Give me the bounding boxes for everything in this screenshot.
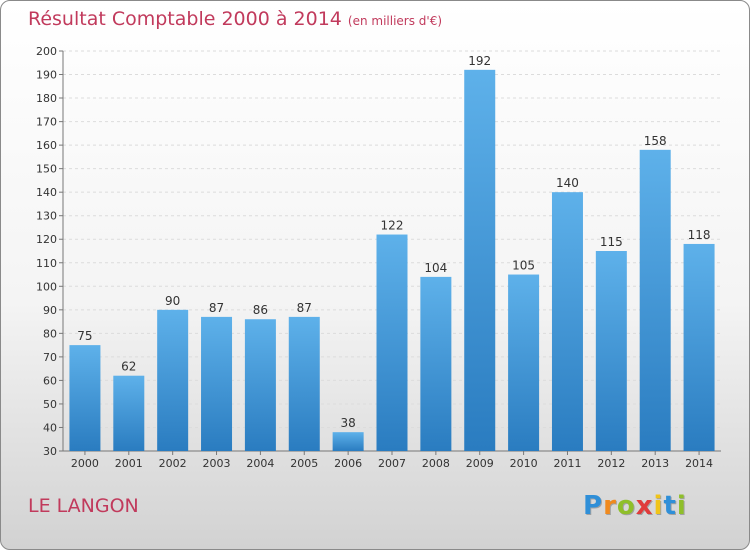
x-tick-label-2003: 2003 [203,457,231,470]
y-tick-label: 50 [43,398,57,411]
logo-letter: i [676,491,687,521]
value-label-2006: 38 [340,416,355,430]
x-tick-label-2012: 2012 [597,457,625,470]
y-tick-label: 90 [43,304,57,317]
value-label-2008: 104 [424,261,447,275]
value-label-2004: 86 [253,303,268,317]
commune-name: LE LANGON [28,495,139,517]
x-tick-label-2013: 2013 [641,457,669,470]
y-tick-label: 120 [36,233,57,246]
chart-subtitle: (en milliers d'€) [347,14,443,28]
bar-2004 [244,319,276,451]
x-tick-label-2005: 2005 [290,457,318,470]
x-tick-label-2011: 2011 [553,457,581,470]
y-tick-label: 150 [36,163,57,176]
bar-2008 [420,276,452,451]
bar-2010 [508,274,540,451]
y-tick-label: 180 [36,92,57,105]
value-label-2000: 75 [77,329,92,343]
y-tick-label: 110 [36,257,57,270]
x-tick-label-2001: 2001 [115,457,143,470]
chart-title-text: Résultat Comptable 2000 à 2014 [28,8,342,30]
logo-letter: r [603,491,617,521]
chart-title: Résultat Comptable 2000 à 2014 (en millie… [28,8,442,30]
y-tick-label: 70 [43,351,57,364]
value-label-2002: 90 [165,294,180,308]
x-tick-label-2014: 2014 [685,457,713,470]
bar-2013 [639,149,671,451]
y-tick-label: 140 [36,186,57,199]
bar-2012 [595,251,627,451]
logo-letter: P [583,491,604,521]
y-tick-label: 40 [43,421,57,434]
y-tick-label: 190 [36,69,57,82]
y-tick-label: 200 [36,45,57,58]
y-tick-label: 100 [36,280,57,293]
bar-2000 [69,345,101,451]
bar-2001 [113,375,145,451]
value-label-2011: 140 [556,176,579,190]
y-tick-label: 160 [36,139,57,152]
y-tick-label: 30 [43,445,57,458]
value-label-2005: 87 [297,301,312,315]
logo-letter: i [653,491,664,521]
bar-2011 [551,192,583,452]
value-label-2007: 122 [381,219,404,233]
y-tick-label: 80 [43,327,57,340]
logo-letter: t [663,491,677,521]
value-label-2001: 62 [121,360,136,374]
y-tick-label: 170 [36,116,57,129]
x-tick-label-2008: 2008 [422,457,450,470]
x-tick-label-2002: 2002 [159,457,187,470]
bar-2003 [201,316,233,451]
bar-2009 [464,69,496,451]
y-tick-label: 60 [43,374,57,387]
value-label-2003: 87 [209,301,224,315]
logo-letter: x [635,491,654,521]
x-tick-label-2004: 2004 [246,457,274,470]
bars [69,69,715,452]
bar-2007 [376,234,408,451]
value-label-2013: 158 [644,134,667,148]
x-tick-label-2007: 2007 [378,457,406,470]
value-label-2009: 192 [468,54,491,68]
x-tick-label-2000: 2000 [71,457,99,470]
value-label-2012: 115 [600,235,623,249]
value-label-2010: 105 [512,259,535,273]
bar-2005 [288,316,320,451]
labels: 30 40 50 60 70 80 90 100 110 120 130 140 150 160 170 18… [36,45,713,470]
x-tick-label-2009: 2009 [466,457,494,470]
logo-letter: o [616,491,636,521]
value-label-2014: 118 [688,228,711,242]
x-tick-label-2006: 2006 [334,457,362,470]
bar-2002 [157,309,189,451]
y-tick-label: 130 [36,210,57,223]
bar-2014 [683,243,715,451]
bar-2006 [332,432,364,451]
x-tick-label-2010: 2010 [510,457,538,470]
